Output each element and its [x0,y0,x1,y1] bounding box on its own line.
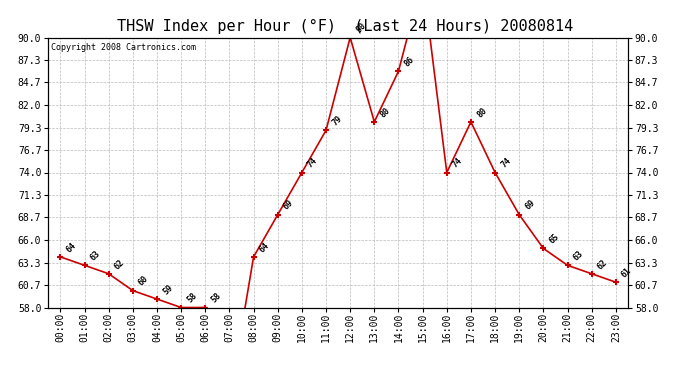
Text: THSW Index per Hour (°F)  (Last 24 Hours) 20080814: THSW Index per Hour (°F) (Last 24 Hours)… [117,19,573,34]
Text: 64: 64 [65,241,78,254]
Text: 62: 62 [596,258,609,271]
Text: 69: 69 [524,198,537,212]
Text: 58: 58 [186,291,199,305]
Text: 80: 80 [475,106,489,119]
Text: 97: 97 [0,374,1,375]
Text: 74: 74 [306,156,319,170]
Text: 47: 47 [0,374,1,375]
Text: 86: 86 [403,55,416,69]
Text: 62: 62 [113,258,126,271]
Text: Copyright 2008 Cartronics.com: Copyright 2008 Cartronics.com [51,43,196,52]
Text: 65: 65 [548,232,561,246]
Text: 74: 74 [451,156,464,170]
Text: 64: 64 [258,241,271,254]
Text: 69: 69 [282,198,295,212]
Text: 59: 59 [161,283,175,296]
Text: 90: 90 [355,21,368,35]
Text: 63: 63 [89,249,102,262]
Text: 63: 63 [572,249,585,262]
Text: 79: 79 [331,114,344,128]
Text: 80: 80 [379,106,392,119]
Text: 60: 60 [137,274,150,288]
Text: 58: 58 [210,291,223,305]
Text: 74: 74 [500,156,513,170]
Text: 61: 61 [620,266,633,279]
